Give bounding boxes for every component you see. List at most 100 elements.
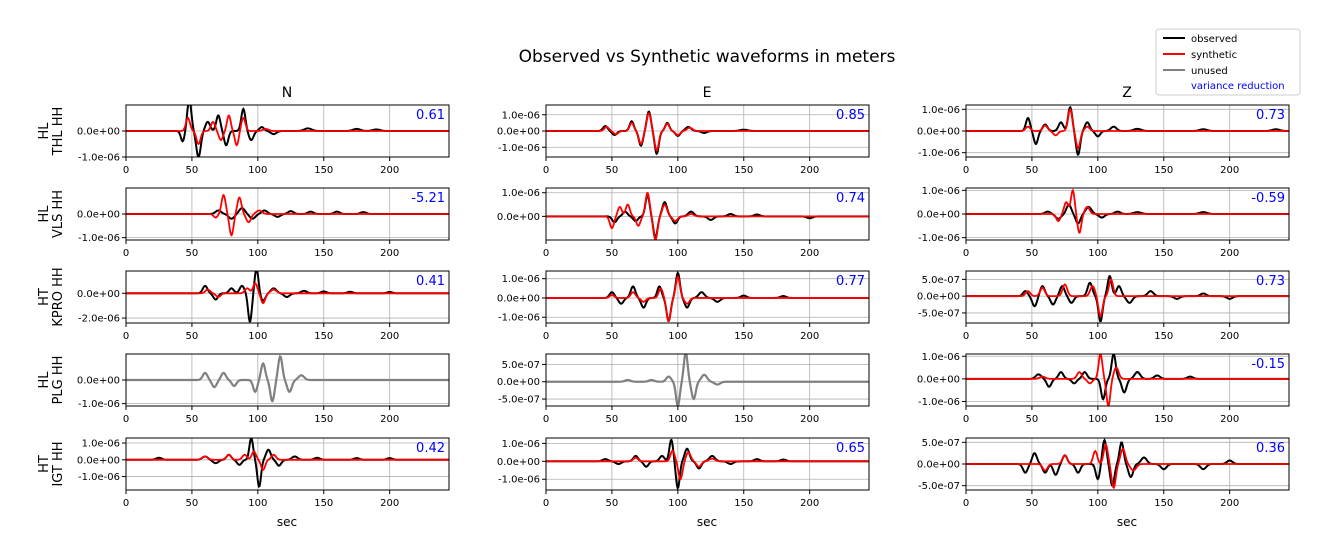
x-tick-label: 50 [606, 498, 619, 509]
x-tick-label: 200 [800, 248, 819, 259]
y-tick-label: 0.0e+00 [77, 289, 120, 300]
x-tick-label: 0 [963, 498, 969, 509]
x-tick-label: 100 [248, 498, 267, 509]
waveform-panel: 0 50 100 150 200 1.0e-06 0.0e+00 -1.0e-06 0.77 [497, 270, 870, 342]
x-tick-label: 200 [1220, 498, 1239, 509]
y-tick-label: -1.0e-06 [498, 475, 540, 486]
y-tick-label: -1.0e-06 [78, 472, 120, 483]
legend-box [1155, 28, 1301, 96]
variance-reduction-label: 0.36 [1256, 441, 1285, 456]
x-tick-label: 50 [1026, 331, 1039, 342]
figure-title: Observed vs Synthetic waveforms in meter… [519, 47, 896, 67]
station-network: HT [37, 288, 52, 306]
unused-trace [126, 354, 449, 403]
x-tick-label: 200 [380, 331, 399, 342]
xlabel-n: sec [277, 515, 297, 529]
synthetic-trace [546, 275, 869, 323]
waveform-panel: 0 50 100 150 200 5.0e-07 0.0e+00 -5.0e-07 0.73 [917, 270, 1290, 342]
y-tick-label: -1.0e-06 [78, 153, 120, 164]
y-tick-label: 1.0e-06 [502, 188, 540, 199]
x-tick-label: 0 [123, 165, 129, 176]
y-tick-label: 0.0e+00 [497, 212, 540, 223]
station-network: HL [37, 122, 52, 140]
synthetic-trace [546, 191, 869, 240]
y-tick-label: 0.0e+00 [917, 292, 960, 303]
y-tick-label: 0.0e+00 [77, 210, 120, 221]
y-tick-label: -1.0e-06 [498, 313, 540, 324]
panel-frame [125, 270, 450, 324]
synthetic-trace [966, 354, 1289, 406]
x-tick-label: 100 [1088, 414, 1107, 425]
x-tick-label: 200 [380, 248, 399, 259]
y-tick-label: 5.0e-07 [922, 438, 960, 449]
x-tick-label: 150 [1154, 414, 1173, 425]
synthetic-trace [966, 442, 1289, 490]
x-tick-label: 50 [186, 414, 199, 425]
panel-frame [545, 187, 870, 241]
waveform-panel: 0 50 100 150 200 1.0e-06 0.0e+00 -1.0e-06 0.85 [497, 104, 870, 176]
x-tick-label: 0 [123, 248, 129, 259]
synthetic-trace [126, 193, 449, 237]
y-tick-label: 5.0e-07 [922, 275, 960, 286]
synthetic-trace [546, 112, 869, 152]
x-tick-label: 50 [1026, 498, 1039, 509]
x-tick-label: 100 [248, 165, 267, 176]
x-tick-label: 0 [123, 331, 129, 342]
x-tick-label: 0 [963, 331, 969, 342]
x-tick-label: 100 [1088, 498, 1107, 509]
xlabel-z: sec [1117, 515, 1137, 529]
panel-frame [545, 270, 870, 324]
x-tick-label: 50 [606, 248, 619, 259]
station-label: HLVLS HH [37, 190, 66, 238]
x-tick-label: 0 [543, 248, 549, 259]
y-tick-label: 0.0e+00 [917, 374, 960, 385]
station-network: HL [37, 205, 52, 223]
panel-frame [965, 353, 1290, 407]
x-tick-label: 100 [668, 165, 687, 176]
y-tick-label: 0.0e+00 [917, 127, 960, 138]
waveform-panel: 0 50 100 150 200 1.0e-06 0.0e+00 -1.0e-06 0.73 [917, 104, 1290, 176]
x-tick-label: 50 [186, 248, 199, 259]
y-tick-label: -1.0e-06 [78, 233, 120, 244]
x-tick-label: 200 [1220, 414, 1239, 425]
station-name: IGT HH [51, 441, 66, 486]
y-tick-label: -1.0e-06 [918, 233, 960, 244]
variance-reduction-label: 0.61 [416, 108, 445, 123]
y-tick-label: 0.0e+00 [917, 460, 960, 471]
x-tick-label: 0 [543, 498, 549, 509]
x-tick-label: 150 [1154, 331, 1173, 342]
synthetic-trace [966, 188, 1289, 234]
x-tick-label: 200 [1220, 248, 1239, 259]
synthetic-trace [546, 449, 869, 480]
x-tick-label: 0 [963, 165, 969, 176]
y-tick-label: 1.0e-06 [922, 352, 960, 363]
legend: observed synthetic unused variance reduc… [1155, 28, 1301, 96]
y-tick-label: 0.0e+00 [497, 377, 540, 388]
waveform-panel: 0 50 100 150 200 1.0e-06 0.0e+00 -1.0e-06 -0.59 [917, 186, 1290, 259]
x-tick-label: 150 [734, 414, 753, 425]
x-tick-label: 0 [123, 498, 129, 509]
x-tick-label: 100 [668, 414, 687, 425]
x-tick-label: 200 [380, 498, 399, 509]
variance-reduction-label: 0.77 [836, 274, 865, 289]
y-tick-label: 0.0e+00 [917, 210, 960, 221]
x-tick-label: 0 [963, 414, 969, 425]
variance-reduction-label: 0.42 [416, 441, 445, 456]
unused-trace [546, 354, 869, 406]
y-tick-label: -1.0e-06 [918, 148, 960, 159]
y-tick-label: 0.0e+00 [77, 455, 120, 466]
station-label: HLPLG HH [37, 356, 66, 405]
variance-reduction-label: -0.15 [1251, 357, 1285, 372]
x-tick-label: 100 [1088, 165, 1107, 176]
waveform-panel: 0 50 100 150 200 1.0e-06 0.0e+00 -1.0e-06 -0.15 [917, 352, 1290, 425]
synthetic-trace [126, 282, 449, 305]
x-tick-label: 0 [543, 414, 549, 425]
x-tick-label: 100 [668, 331, 687, 342]
synthetic-trace [966, 108, 1289, 150]
y-tick-label: -5.0e-07 [498, 395, 540, 406]
variance-reduction-label: 0.73 [1256, 108, 1285, 123]
column-header-e: E [703, 85, 712, 101]
panel-frame [545, 353, 870, 407]
x-tick-label: 50 [1026, 165, 1039, 176]
x-tick-label: 50 [1026, 248, 1039, 259]
